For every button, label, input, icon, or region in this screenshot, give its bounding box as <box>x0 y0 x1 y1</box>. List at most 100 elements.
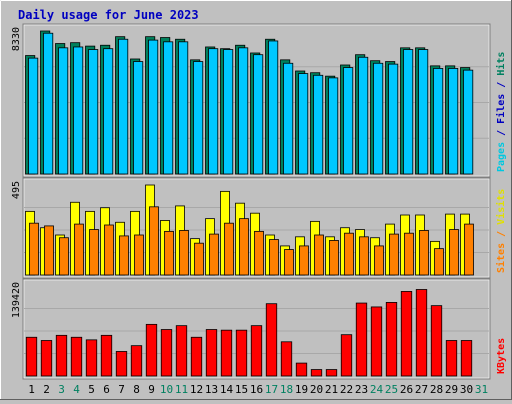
x-tick-label: 28 <box>430 383 443 396</box>
x-tick-label: 23 <box>355 383 368 396</box>
panel-kbytes: 139420 KBytes <box>11 278 507 380</box>
bar-sites <box>374 245 384 276</box>
x-tick-label: 24 <box>370 383 384 396</box>
bar-kbytes <box>160 329 173 377</box>
x-tick-label: 11 <box>175 383 188 396</box>
bar-files <box>238 47 249 175</box>
bar-kbytes <box>280 341 293 377</box>
x-tick-label: 12 <box>190 383 203 396</box>
x-tick-label: 16 <box>250 383 263 396</box>
x-tick-label: 18 <box>280 383 293 396</box>
legend-text-part: Visits <box>495 189 507 225</box>
bar-sites <box>134 234 144 276</box>
bar-files <box>463 69 474 175</box>
x-tick-label: 13 <box>205 383 218 396</box>
bar-kbytes <box>40 340 53 377</box>
bar-sites <box>449 229 459 276</box>
x-tick-label: 6 <box>103 383 110 396</box>
bar-sites <box>284 249 294 276</box>
x-tick-label: 31 <box>475 383 488 396</box>
bar-files <box>268 40 279 175</box>
bar-files <box>283 62 294 175</box>
bar-kbytes <box>130 345 143 377</box>
bar-kbytes <box>415 289 428 377</box>
bar-sites <box>434 248 444 276</box>
bar-sites <box>164 230 174 276</box>
bar-sites <box>404 232 414 276</box>
bar-kbytes <box>310 369 323 377</box>
bar-kbytes <box>70 336 83 377</box>
bar-sites <box>314 234 324 276</box>
bar-kbytes <box>265 303 278 377</box>
bar-sites <box>104 224 114 276</box>
bar-files <box>148 39 159 175</box>
legend-text-part: / <box>496 124 507 142</box>
bar-sites <box>224 222 234 276</box>
bar-kbytes <box>145 323 158 377</box>
series-legend-label: Sites / Visits <box>495 189 507 273</box>
bar-sites <box>179 230 189 276</box>
series-legend-label: Pages / Files / Hits <box>495 52 507 172</box>
y-axis-max-label: 139420 <box>11 282 22 318</box>
bar-files <box>433 68 444 175</box>
x-tick-label: 26 <box>400 383 413 396</box>
chart-title: Daily usage for June 2023 <box>18 8 199 22</box>
x-tick-label: 4 <box>73 383 80 396</box>
x-tick-label: 20 <box>310 383 323 396</box>
x-tick-label: 30 <box>460 383 473 396</box>
legend-text-part: KBytes <box>496 338 507 374</box>
bar-kbytes <box>430 305 443 377</box>
series-legend-label: KBytes <box>496 338 507 374</box>
bar-sites <box>194 242 204 276</box>
bar-kbytes <box>205 329 218 377</box>
bar-kbytes <box>175 325 188 377</box>
bar-sites <box>359 236 369 276</box>
bar-files <box>358 56 369 175</box>
bar-kbytes <box>325 369 338 377</box>
bar-kbytes <box>355 302 368 377</box>
x-tick-label: 19 <box>295 383 308 396</box>
legend-text-part: / <box>496 76 507 94</box>
bar-sites <box>149 206 159 276</box>
bar-sites <box>254 230 264 276</box>
bar-files <box>118 38 129 175</box>
x-tick-label: 29 <box>445 383 458 396</box>
x-tick-label: 3 <box>58 383 65 396</box>
x-tick-label: 25 <box>385 383 398 396</box>
bar-kbytes <box>55 334 68 377</box>
x-tick-label: 15 <box>235 383 248 396</box>
bar-files <box>448 68 459 175</box>
x-tick-label: 14 <box>220 383 234 396</box>
x-tick-label: 5 <box>88 383 95 396</box>
panel-visits-sites: 495 Sites / Visits <box>11 177 507 279</box>
bar-sites <box>209 233 219 276</box>
bar-sites <box>59 237 69 276</box>
bar-files <box>73 46 84 175</box>
legend-text-part: Sites <box>495 243 507 273</box>
bar-sites <box>74 223 84 276</box>
bar-kbytes <box>250 325 263 377</box>
bar-kbytes <box>340 334 353 377</box>
x-tick-label: 8 <box>133 383 140 396</box>
bar-sites <box>119 235 129 276</box>
x-tick-label: 17 <box>265 383 278 396</box>
bar-files <box>43 32 54 175</box>
bar-kbytes <box>445 340 458 377</box>
bar-kbytes <box>400 291 413 377</box>
bar-sites <box>269 239 279 276</box>
bar-files <box>58 47 69 175</box>
bar-files <box>403 49 414 175</box>
bar-files <box>388 63 399 175</box>
bar-files <box>208 48 219 175</box>
bar-kbytes <box>385 302 398 377</box>
x-tick-label: 9 <box>148 383 155 396</box>
legend-text-part: Files <box>495 94 507 124</box>
x-tick-label: 7 <box>118 383 125 396</box>
bar-files <box>298 73 309 175</box>
bar-sites <box>464 223 474 276</box>
bar-files <box>133 61 144 175</box>
panel-border <box>22 278 491 380</box>
bar-files <box>418 49 429 175</box>
